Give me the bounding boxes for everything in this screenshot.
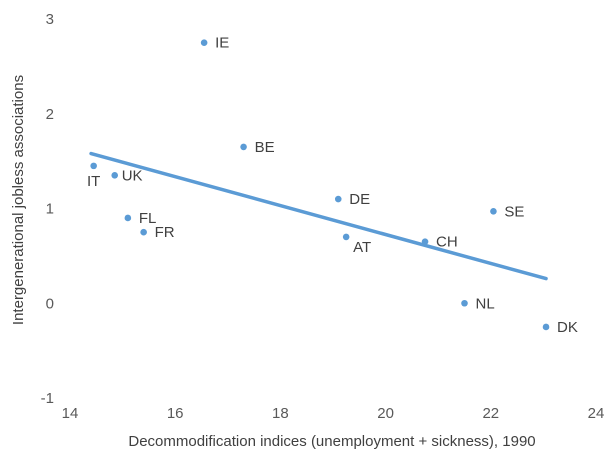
x-tick-label: 16 [167,405,184,422]
data-point-fr [140,228,147,236]
data-point-nl [461,299,468,307]
point-label-at: AT [353,239,371,256]
point-label-it: IT [87,173,100,190]
y-tick-label: -1 [41,390,54,407]
data-point-fl [124,214,132,222]
data-point-uk [111,172,119,179]
point-label-de: DE [349,191,370,208]
point-label-be: BE [255,139,275,156]
x-axis-title: Decommodification indices (unemployment … [128,433,535,450]
y-tick-label: 0 [46,295,54,312]
data-point-se [490,208,497,215]
data-point-it [90,162,97,170]
point-label-uk: UK [122,167,143,184]
data-point-be [240,143,247,151]
data-point-at [342,233,350,241]
point-label-dk: DK [557,319,578,336]
y-tick-label: 1 [46,201,54,218]
trend-line [89,151,548,281]
x-tick-label: 18 [272,405,289,422]
point-label-se: SE [504,203,524,220]
x-tick-label: 14 [62,405,79,422]
y-tick-label: 2 [46,106,54,123]
point-label-ie: IE [215,35,229,52]
y-axis-title: Intergenerational jobless associations [10,75,27,325]
point-label-fl: FL [139,210,157,227]
point-label-nl: NL [476,295,495,312]
point-label-ch: CH [436,234,458,251]
data-point-de [334,195,342,203]
y-tick-label: 3 [46,11,54,28]
data-point-dk [542,323,550,331]
x-tick-label: 22 [482,405,499,422]
y-axis-ticks: -1 0 1 2 3 [41,11,54,407]
data-point-ie [200,39,208,46]
point-label-fr: FR [155,224,175,241]
x-axis-ticks: 14 16 18 20 22 24 [62,405,605,422]
x-tick-label: 24 [588,405,605,422]
data-point-ch [421,238,429,245]
x-tick-label: 20 [377,405,394,422]
